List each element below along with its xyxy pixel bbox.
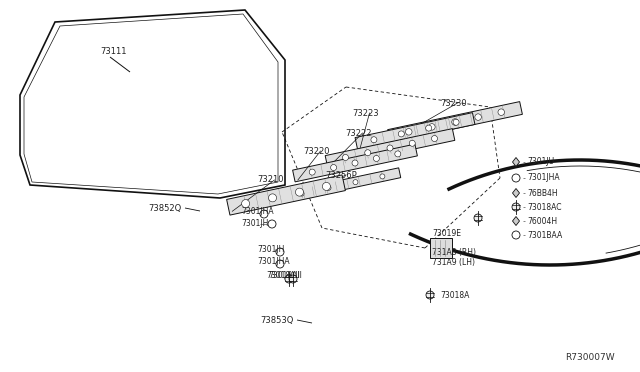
Circle shape <box>387 145 393 151</box>
Circle shape <box>453 119 459 125</box>
Circle shape <box>429 124 435 130</box>
Circle shape <box>398 131 404 137</box>
Text: 7301BAA: 7301BAA <box>527 231 563 240</box>
Circle shape <box>512 203 520 211</box>
Text: 73018A: 73018A <box>440 291 469 299</box>
Polygon shape <box>430 238 452 258</box>
Circle shape <box>331 164 337 170</box>
Text: 73230: 73230 <box>440 99 467 108</box>
Polygon shape <box>388 102 522 142</box>
Circle shape <box>475 114 481 120</box>
Circle shape <box>409 140 415 146</box>
Circle shape <box>242 200 250 208</box>
Text: 73853Q: 73853Q <box>260 315 293 324</box>
Circle shape <box>452 119 458 125</box>
Polygon shape <box>513 189 520 198</box>
Text: 7301JH: 7301JH <box>257 244 284 253</box>
Text: R730007W: R730007W <box>565 353 614 362</box>
Polygon shape <box>325 129 455 167</box>
Text: 73019E: 73019E <box>432 230 461 238</box>
Circle shape <box>512 231 520 239</box>
Circle shape <box>365 150 371 156</box>
Text: 7301JHA: 7301JHA <box>241 206 274 215</box>
Circle shape <box>426 291 434 299</box>
Polygon shape <box>513 217 520 225</box>
Circle shape <box>342 154 349 160</box>
Text: 73852Q: 73852Q <box>148 203 181 212</box>
Text: 731A8 (RH): 731A8 (RH) <box>432 247 476 257</box>
Polygon shape <box>227 175 346 215</box>
Circle shape <box>276 248 284 256</box>
Circle shape <box>323 182 330 190</box>
Text: 76004H: 76004H <box>527 217 557 225</box>
Polygon shape <box>284 168 401 202</box>
Text: 73223: 73223 <box>352 109 379 118</box>
Polygon shape <box>292 144 417 182</box>
Circle shape <box>269 194 276 202</box>
Circle shape <box>296 188 303 196</box>
Text: 73220: 73220 <box>303 147 330 155</box>
Circle shape <box>512 174 520 182</box>
Text: 73018AC: 73018AC <box>527 202 561 212</box>
Text: 73111: 73111 <box>100 48 127 57</box>
Circle shape <box>352 160 358 166</box>
Text: 7301JH: 7301JH <box>241 219 268 228</box>
Text: 73018AII: 73018AII <box>266 272 300 280</box>
Circle shape <box>395 151 401 157</box>
Circle shape <box>285 275 293 283</box>
Circle shape <box>474 214 482 222</box>
Circle shape <box>431 135 438 141</box>
Text: 7301JHA: 7301JHA <box>527 173 559 183</box>
Text: 731A9 (LH): 731A9 (LH) <box>432 257 475 266</box>
Circle shape <box>380 174 385 179</box>
Text: 76BB4H: 76BB4H <box>527 189 557 198</box>
Circle shape <box>406 129 412 135</box>
Text: 7301JHA: 7301JHA <box>257 257 290 266</box>
Polygon shape <box>355 113 475 149</box>
Circle shape <box>426 125 432 131</box>
Circle shape <box>353 180 358 185</box>
Circle shape <box>299 191 304 196</box>
Circle shape <box>371 137 377 143</box>
Text: 7301JU: 7301JU <box>527 157 554 167</box>
Text: 73210: 73210 <box>257 176 284 185</box>
Circle shape <box>276 260 284 268</box>
Circle shape <box>260 210 268 218</box>
Polygon shape <box>513 157 520 167</box>
Text: 73018AII: 73018AII <box>268 272 302 280</box>
Circle shape <box>326 185 331 190</box>
Circle shape <box>498 109 504 115</box>
Circle shape <box>289 275 297 283</box>
Circle shape <box>268 220 276 228</box>
Text: 73222: 73222 <box>345 128 371 138</box>
Text: 73256P: 73256P <box>325 170 356 180</box>
Circle shape <box>373 155 380 161</box>
Circle shape <box>309 169 316 175</box>
